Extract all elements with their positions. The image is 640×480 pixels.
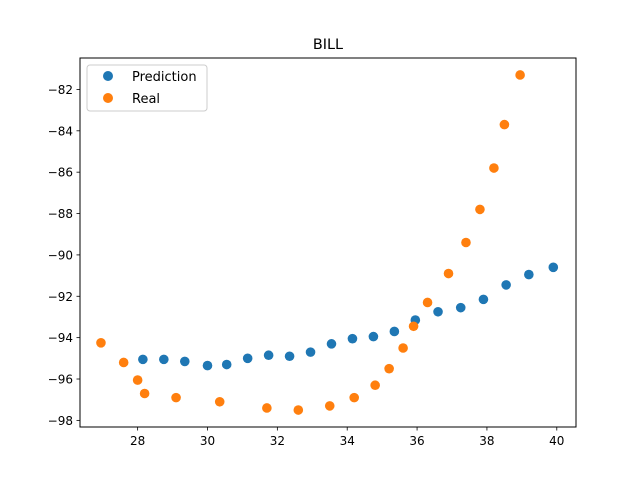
y-axis: −98 −96 −94 −92 −90 −88 −86 −84 −82 (48, 83, 80, 428)
point-real (324, 401, 335, 411)
y-tick-label: −86 (48, 166, 73, 180)
point-real (262, 403, 272, 413)
point-real (461, 237, 471, 248)
point-real (132, 375, 143, 385)
x-tick-label: 34 (340, 434, 355, 448)
x-tick-label: 32 (270, 434, 285, 448)
point-prediction (478, 294, 489, 305)
point-prediction (548, 262, 559, 273)
x-tick-label: 36 (409, 434, 424, 448)
point-prediction (221, 359, 232, 370)
point-prediction (389, 326, 400, 337)
point-real (499, 119, 510, 130)
legend-label-prediction: Prediction (132, 70, 197, 85)
y-tick-label: −82 (48, 83, 73, 97)
point-prediction (326, 339, 337, 349)
legend-box (86, 64, 208, 112)
y-tick-label: −90 (48, 248, 73, 262)
y-tick-label: −92 (48, 290, 73, 304)
axes-frame (79, 57, 577, 428)
point-real (422, 297, 433, 308)
point-prediction (159, 354, 169, 365)
legend: Prediction Real (86, 64, 208, 112)
point-prediction (263, 350, 274, 361)
point-prediction (138, 354, 148, 365)
point-real (475, 204, 485, 215)
point-real (118, 357, 129, 368)
y-tick-label: −94 (48, 331, 73, 345)
legend-marker-real (103, 93, 113, 103)
point-prediction (179, 356, 190, 367)
point-real (489, 163, 499, 173)
x-tick-label: 38 (479, 434, 494, 448)
point-prediction (202, 360, 213, 371)
point-real (370, 380, 380, 391)
point-prediction (305, 347, 316, 357)
point-prediction (524, 269, 534, 280)
point-prediction (433, 306, 443, 317)
point-prediction (368, 331, 379, 342)
y-tick-label: −98 (48, 414, 73, 428)
point-real (384, 363, 394, 374)
point-prediction (501, 280, 511, 290)
point-prediction (347, 333, 358, 344)
point-real (408, 321, 419, 332)
point-prediction (284, 351, 295, 362)
plot-area (96, 70, 559, 415)
point-real (349, 392, 359, 403)
point-real (293, 405, 304, 415)
y-tick-label: −84 (48, 124, 73, 138)
x-axis: 28 30 32 34 36 38 40 (130, 427, 564, 448)
x-tick-label: 28 (130, 434, 145, 448)
y-tick-label: −96 (48, 373, 73, 387)
point-real (139, 388, 150, 399)
point-real (443, 268, 454, 279)
point-real (214, 396, 225, 407)
chart-title: BILL (313, 37, 343, 53)
y-tick-label: −88 (48, 207, 73, 221)
point-real (398, 343, 408, 353)
legend-label-real: Real (132, 92, 160, 107)
point-real (515, 70, 525, 80)
legend-marker-prediction (103, 71, 113, 81)
x-tick-label: 30 (200, 434, 215, 448)
point-prediction (455, 302, 466, 313)
point-real (96, 338, 106, 348)
x-tick-label: 40 (549, 434, 564, 448)
point-prediction (242, 353, 253, 364)
point-real (171, 392, 181, 403)
